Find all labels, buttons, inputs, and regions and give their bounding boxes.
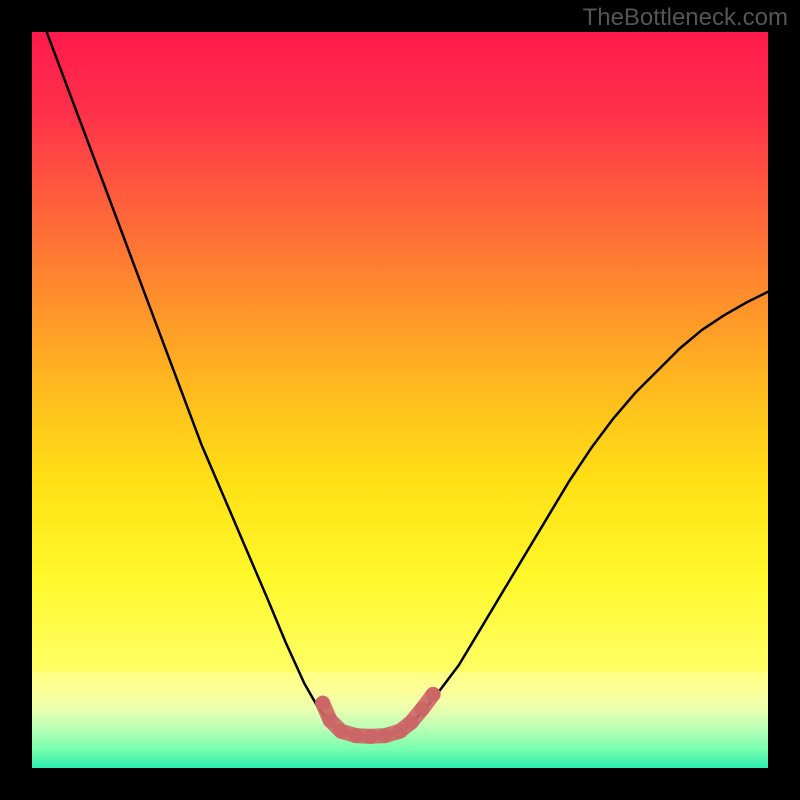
gradient-main	[32, 32, 768, 672]
gradient-plot-area	[32, 32, 768, 768]
chart-container: TheBottleneck.com	[0, 0, 800, 800]
watermark-text: TheBottleneck.com	[583, 4, 788, 32]
gradient-bottom	[32, 672, 768, 768]
